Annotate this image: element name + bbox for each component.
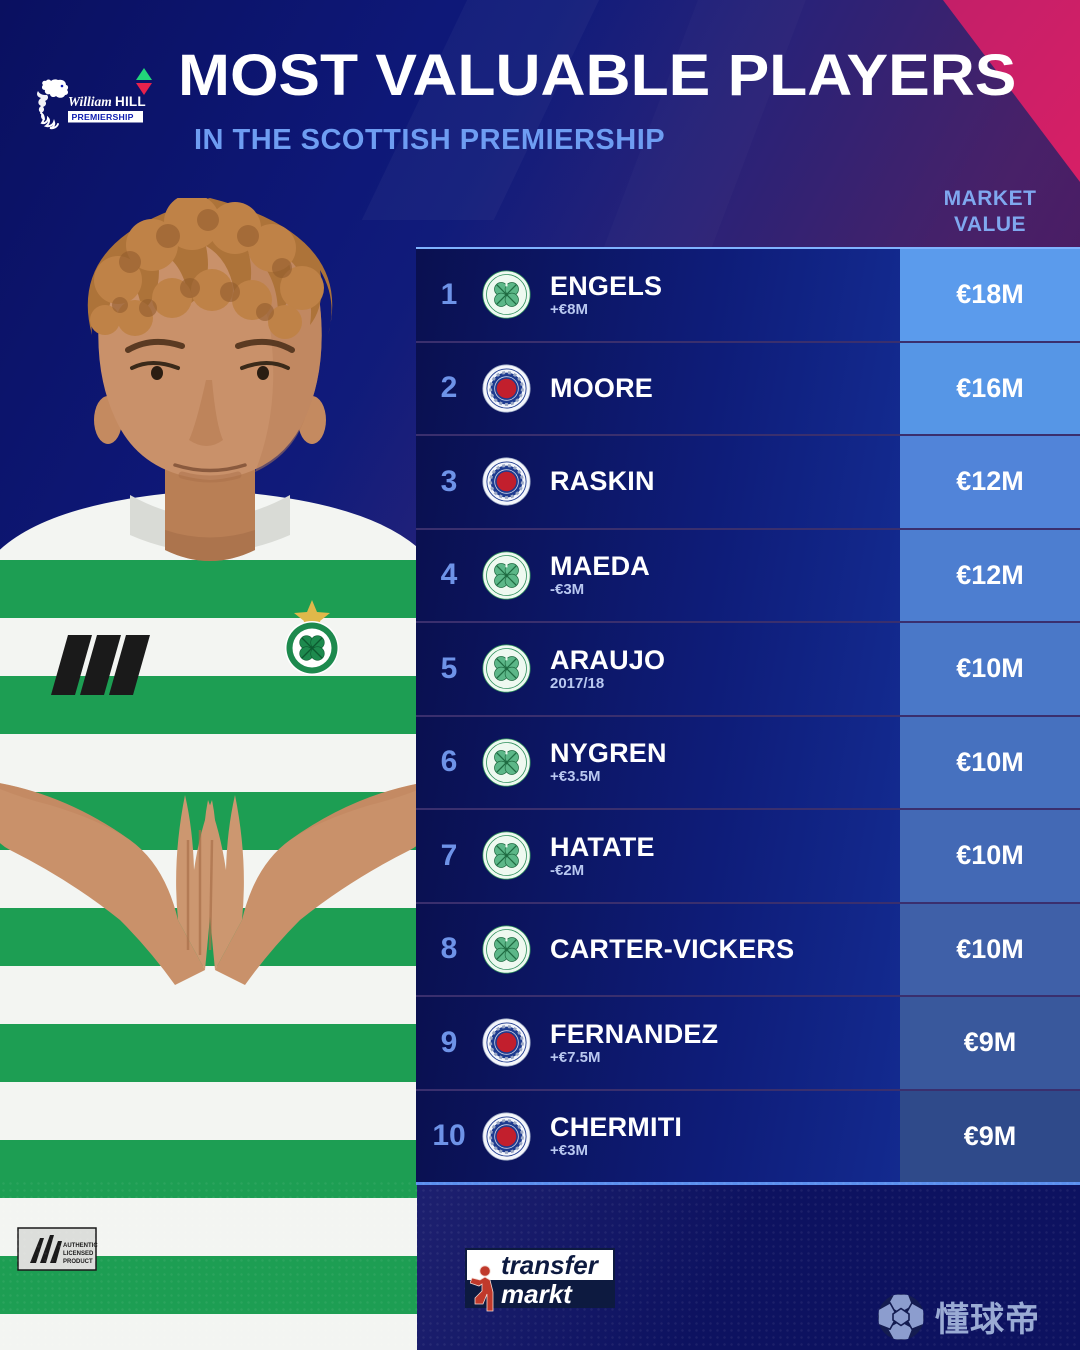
svg-text:William: William (68, 94, 112, 109)
svg-text:PREMIERSHIP: PREMIERSHIP (72, 112, 134, 122)
